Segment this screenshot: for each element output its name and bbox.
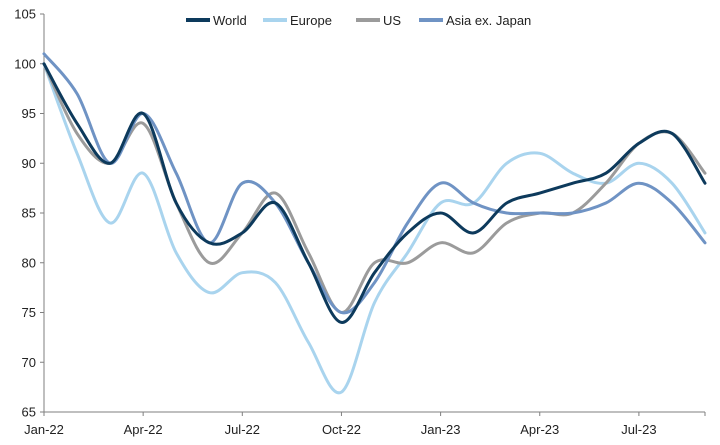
legend: World Europe US Asia ex. Japan — [186, 13, 531, 28]
x-tick-label: Jul-22 — [225, 422, 260, 437]
legend-label-us: US — [383, 13, 401, 28]
x-axis-tick-labels: Jan-22 Apr-22 Jul-22 Oct-22 Jan-23 Apr-23 Jul-… — [24, 422, 656, 437]
x-tick-label: Jan-22 — [24, 422, 64, 437]
y-tick-label: 90 — [22, 156, 36, 171]
y-tick-label: 80 — [22, 255, 36, 270]
x-tick-label: Apr-22 — [124, 422, 163, 437]
x-tick-label: Jan-23 — [421, 422, 461, 437]
series-lines — [42, 52, 707, 395]
axes — [40, 13, 706, 416]
x-tick-label: Oct-22 — [322, 422, 361, 437]
series-line-world — [42, 62, 707, 324]
y-tick-label: 75 — [22, 305, 36, 320]
x-tick-label: Jul-23 — [621, 422, 656, 437]
y-tick-label: 85 — [22, 206, 36, 221]
y-tick-label: 65 — [22, 405, 36, 420]
y-tick-label: 105 — [14, 7, 36, 22]
y-axis-tick-labels: 65 70 75 80 85 90 95 100 105 — [14, 7, 36, 420]
y-tick-label: 95 — [22, 106, 36, 121]
legend-label-asia-ex-japan: Asia ex. Japan — [446, 13, 531, 28]
legend-label-world: World — [213, 13, 247, 28]
y-tick-label: 70 — [22, 355, 36, 370]
series-line-us — [42, 62, 707, 314]
legend-label-europe: Europe — [290, 13, 332, 28]
y-tick-label: 100 — [14, 56, 36, 71]
x-tick-label: Apr-23 — [520, 422, 559, 437]
